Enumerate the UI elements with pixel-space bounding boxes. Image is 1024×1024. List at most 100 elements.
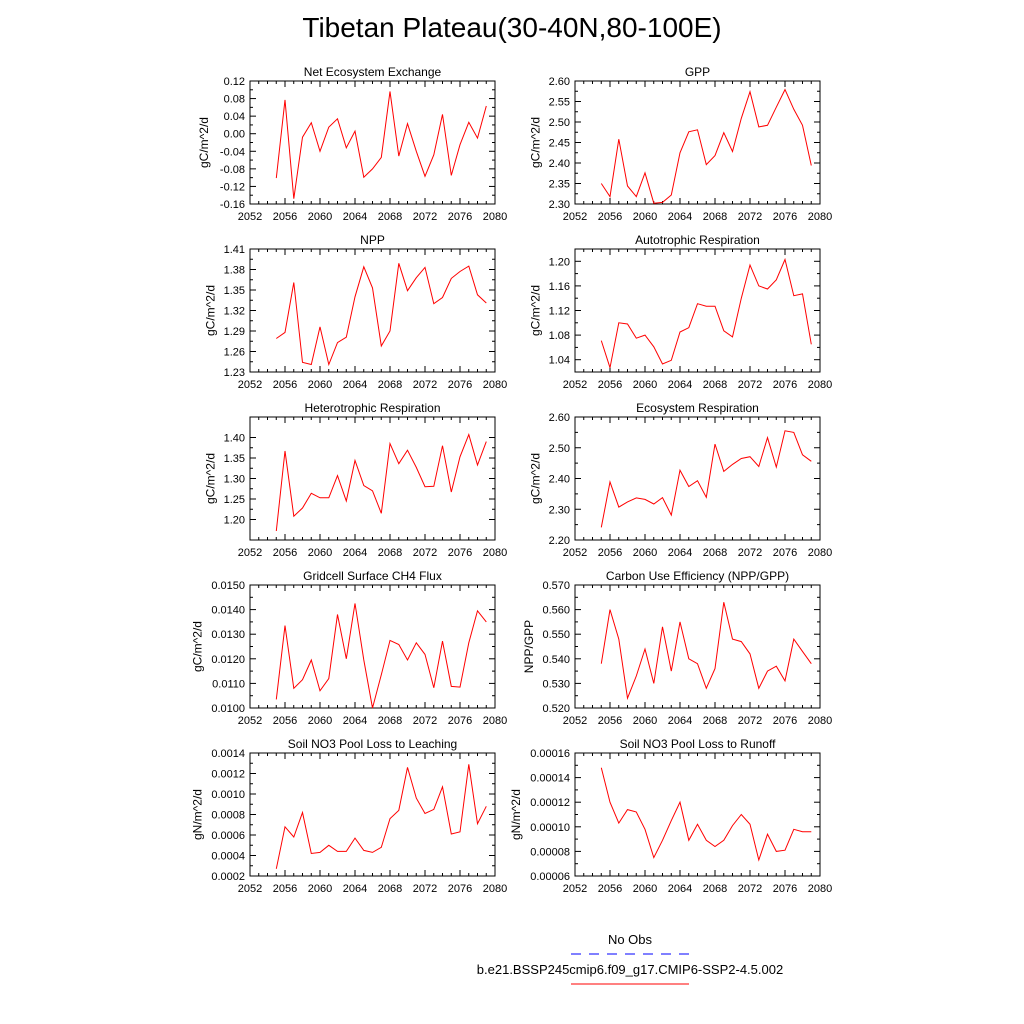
x-tick-label: 2080 xyxy=(483,715,507,727)
y-tick-label: 0.520 xyxy=(542,703,570,715)
y-tick-label: 0.530 xyxy=(542,678,570,690)
panel-4: Heterotrophic Respiration 2052 2056 2060 206… xyxy=(203,401,507,559)
x-tick-label: 2072 xyxy=(738,211,762,223)
x-tick-label: 2080 xyxy=(808,211,832,223)
x-tick-label: 2068 xyxy=(703,379,727,391)
x-tick-label: 2072 xyxy=(413,211,437,223)
y-tick-label: 1.40 xyxy=(224,433,245,445)
x-tick-label: 2056 xyxy=(273,211,297,223)
x-tick-label: 2068 xyxy=(378,883,402,895)
y-tick-label: 0.0120 xyxy=(211,654,245,666)
y-axis-label: gC/m^2/d xyxy=(191,621,205,672)
x-tick-label: 2080 xyxy=(808,715,832,727)
y-axis-label: gC/m^2/d xyxy=(528,117,542,168)
x-tick-label: 2064 xyxy=(668,883,692,895)
series-line xyxy=(275,603,487,709)
x-tick-label: 2068 xyxy=(703,883,727,895)
panel-8: Soil NO3 Pool Loss to Leaching 2052 2056 20… xyxy=(191,737,508,895)
y-tick-label: 2.20 xyxy=(549,535,570,547)
y-tick-label: 2.30 xyxy=(549,199,570,211)
x-tick-label: 2064 xyxy=(668,547,692,559)
y-tick-label: 1.29 xyxy=(224,326,245,338)
y-tick-label: 1.35 xyxy=(224,285,245,297)
x-tick-label: 2056 xyxy=(598,211,622,223)
x-tick-label: 2068 xyxy=(378,211,402,223)
x-tick-label: 2068 xyxy=(378,547,402,559)
x-tick-label: 2060 xyxy=(308,379,332,391)
panel-7: Carbon Use Efficiency (NPP/GPP) 2052 2056 2… xyxy=(522,569,832,727)
x-tick-label: 2056 xyxy=(598,379,622,391)
x-tick-label: 2080 xyxy=(483,547,507,559)
y-tick-label: 2.60 xyxy=(549,76,570,88)
x-tick-label: 2056 xyxy=(598,715,622,727)
x-tick-label: 2056 xyxy=(273,883,297,895)
y-tick-label: -0.04 xyxy=(220,146,245,158)
x-tick-label: 2072 xyxy=(413,379,437,391)
x-tick-label: 2080 xyxy=(483,883,507,895)
legend-model-label: b.e21.BSSP245cmip6.f09_g17.CMIP6-SSP2-4.… xyxy=(476,962,784,977)
y-tick-label: 1.32 xyxy=(224,306,245,318)
x-tick-label: 2076 xyxy=(773,211,797,223)
x-tick-label: 2060 xyxy=(633,379,657,391)
y-tick-label: 0.0004 xyxy=(211,851,245,863)
panel-9: Soil NO3 Pool Loss to Runoff 2052 2056 2060… xyxy=(509,737,832,895)
y-tick-label: 0.0140 xyxy=(211,605,245,617)
x-tick-label: 2080 xyxy=(808,379,832,391)
y-tick-label: 0.550 xyxy=(542,629,570,641)
x-tick-label: 2064 xyxy=(343,547,367,559)
y-tick-label: 1.30 xyxy=(224,474,245,486)
x-tick-label: 2076 xyxy=(448,211,472,223)
x-tick-label: 2060 xyxy=(308,715,332,727)
panel-6: Gridcell Surface CH4 Flux 2052 2056 2060 206… xyxy=(191,569,508,727)
y-tick-label: 2.55 xyxy=(549,97,570,109)
y-tick-label: 0.0130 xyxy=(211,629,245,641)
y-tick-label: 0.0012 xyxy=(211,769,245,781)
y-tick-label: 1.04 xyxy=(549,355,570,367)
x-tick-label: 2052 xyxy=(563,379,587,391)
x-tick-label: 2076 xyxy=(448,379,472,391)
y-tick-label: 1.23 xyxy=(224,367,245,379)
plot-frame xyxy=(249,416,496,541)
y-tick-label: 1.25 xyxy=(224,494,245,506)
panel-title: Heterotrophic Respiration xyxy=(304,401,440,415)
x-tick-label: 2060 xyxy=(633,211,657,223)
y-tick-label: -0.12 xyxy=(220,181,245,193)
series-line xyxy=(600,767,812,862)
x-tick-label: 2072 xyxy=(738,547,762,559)
plot-frame xyxy=(249,248,496,373)
series-line xyxy=(276,263,487,367)
x-tick-label: 2056 xyxy=(273,715,297,727)
x-tick-label: 2064 xyxy=(343,883,367,895)
y-tick-label: 1.20 xyxy=(549,256,570,268)
y-tick-label: 0.00010 xyxy=(530,822,570,834)
x-tick-label: 2068 xyxy=(703,715,727,727)
x-tick-label: 2068 xyxy=(378,379,402,391)
y-axis-label: gN/m^2/d xyxy=(191,789,205,840)
x-tick-label: 2080 xyxy=(483,379,507,391)
y-tick-label: 0.540 xyxy=(542,654,570,666)
x-tick-label: 2072 xyxy=(738,883,762,895)
y-tick-label: 0.0010 xyxy=(211,789,245,801)
y-tick-label: 0.0014 xyxy=(211,748,245,760)
y-tick-label: 0.0150 xyxy=(211,580,245,592)
x-tick-label: 2076 xyxy=(773,883,797,895)
x-tick-label: 2052 xyxy=(563,883,587,895)
x-tick-label: 2076 xyxy=(773,715,797,727)
y-tick-label: 0.04 xyxy=(224,111,245,123)
x-tick-label: 2052 xyxy=(238,379,262,391)
x-tick-label: 2072 xyxy=(413,883,437,895)
x-tick-label: 2068 xyxy=(703,547,727,559)
y-tick-label: 0.00008 xyxy=(530,846,570,858)
panel-title: Autotrophic Respiration xyxy=(635,233,760,247)
x-tick-label: 2056 xyxy=(598,547,622,559)
series-line xyxy=(600,257,812,368)
x-tick-label: 2068 xyxy=(378,715,402,727)
y-tick-label: 2.50 xyxy=(549,443,570,455)
y-tick-label: 2.35 xyxy=(549,179,570,191)
x-tick-label: 2052 xyxy=(563,547,587,559)
x-tick-label: 2072 xyxy=(738,379,762,391)
x-tick-label: 2060 xyxy=(308,883,332,895)
y-tick-label: 0.0006 xyxy=(211,830,245,842)
plot-frame xyxy=(249,80,496,205)
